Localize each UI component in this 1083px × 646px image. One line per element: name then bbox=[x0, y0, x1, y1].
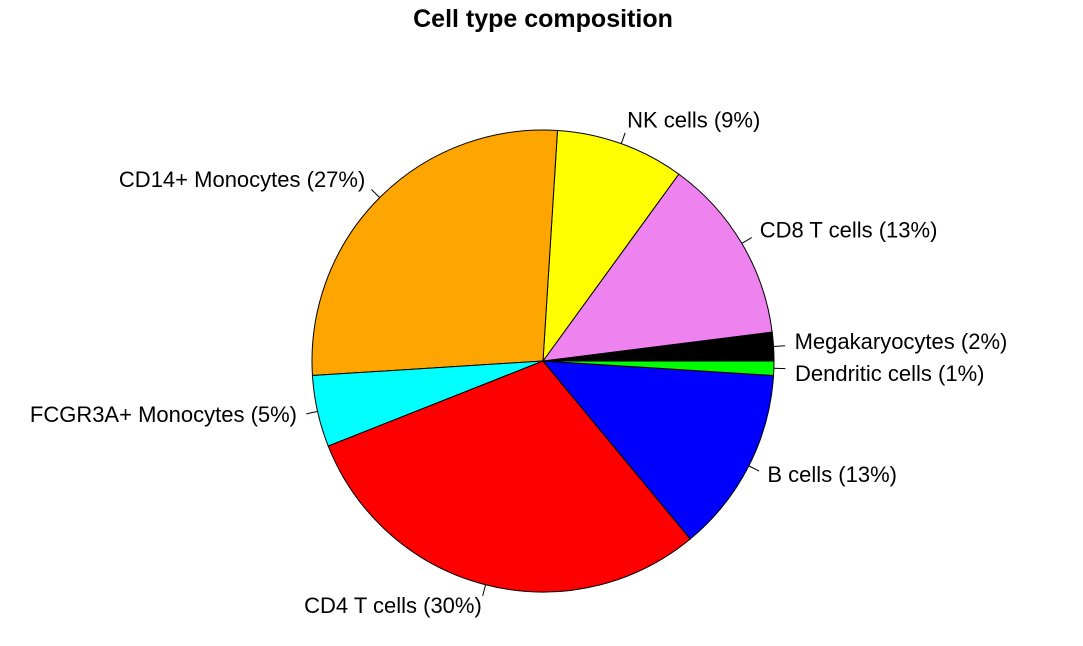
slice-label: B cells (13%) bbox=[767, 462, 897, 487]
leader-line bbox=[371, 189, 379, 197]
slice-label: Megakaryocytes (2%) bbox=[795, 329, 1008, 354]
leader-line bbox=[749, 466, 759, 471]
leader-line bbox=[306, 411, 317, 414]
slice-label: CD8 T cells (13%) bbox=[760, 217, 938, 242]
slice-label: FCGR3A+ Monocytes (5%) bbox=[30, 402, 297, 427]
leader-line bbox=[774, 346, 786, 347]
chart-title: Cell type composition bbox=[413, 5, 673, 33]
leader-line bbox=[483, 585, 486, 596]
leader-line bbox=[742, 238, 752, 244]
slice-label: CD14+ Monocytes (27%) bbox=[119, 167, 365, 192]
slice-label: NK cells (9%) bbox=[627, 108, 760, 133]
pie-slices bbox=[312, 130, 774, 592]
slice-label: Dendritic cells (1%) bbox=[795, 361, 985, 386]
leader-line bbox=[621, 133, 625, 144]
slice-label: CD4 T cells (30%) bbox=[304, 593, 482, 618]
